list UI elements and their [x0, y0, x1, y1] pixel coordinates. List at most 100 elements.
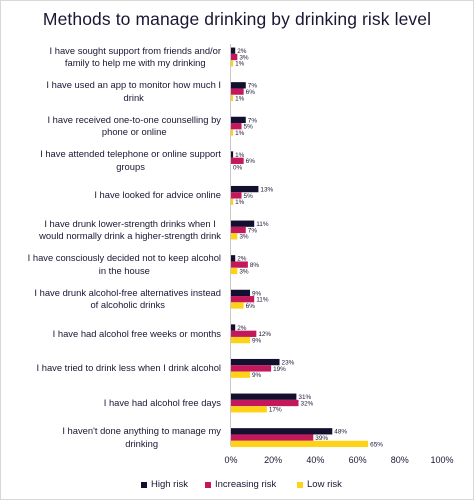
- category-label: I have tried to drink less when I drink …: [37, 362, 221, 375]
- data-label: 12%: [258, 331, 271, 338]
- bar-high-risk: [231, 185, 259, 193]
- legend-item: Low risk: [297, 479, 342, 490]
- bar-low-risk: [231, 198, 234, 205]
- bar-increasing-risk: [231, 434, 314, 441]
- bar-increasing-risk: [231, 53, 238, 61]
- category-label: I have received one-to-one counselling b…: [47, 114, 221, 139]
- data-label: 23%: [282, 359, 295, 366]
- data-label: 6%: [246, 158, 256, 165]
- category-label-line: of alcoholic drinks: [90, 299, 165, 311]
- chart-title: Methods to manage drinking by drinking r…: [42, 9, 432, 29]
- bar-low-risk: [231, 336, 250, 344]
- data-label: 39%: [315, 435, 328, 442]
- x-tick-label: 60%: [348, 455, 367, 465]
- bar-high-risk: [231, 47, 236, 54]
- category-label-line: phone or online: [101, 126, 167, 138]
- data-label: 3%: [239, 234, 249, 241]
- data-label: 17%: [269, 407, 282, 414]
- data-label: 9%: [252, 290, 262, 297]
- data-label: 3%: [239, 54, 249, 61]
- category-label-line: I have used an app to monitor how much I: [46, 79, 221, 91]
- bar-increasing-risk: [231, 296, 255, 303]
- bar-high-risk: [231, 428, 333, 435]
- category-label: I have had alcohol free days: [104, 397, 221, 410]
- category-label: I have looked for advice online: [94, 189, 221, 202]
- bar-low-risk: [231, 94, 234, 102]
- y-axis-line: [230, 44, 231, 446]
- bar-low-risk: [231, 406, 267, 413]
- category-label-line: groups: [116, 160, 145, 172]
- bar-low-risk: [231, 60, 234, 67]
- bar-low-risk: [231, 440, 369, 448]
- category-label-line: I have attended telephone or online supp…: [40, 148, 221, 160]
- category-label-line: drinking: [125, 437, 159, 449]
- x-tick-label: 80%: [390, 455, 409, 465]
- category-label-line: I have looked for advice online: [94, 189, 221, 201]
- bar-low-risk: [231, 233, 238, 240]
- data-label: 48%: [334, 429, 347, 436]
- category-label-line: I have consciously decided not to keep a…: [27, 252, 221, 264]
- bar-increasing-risk: [231, 157, 244, 164]
- category-label: I have drunk alcohol-free alternatives i…: [34, 287, 221, 312]
- data-label: 19%: [273, 366, 286, 373]
- bar-high-risk: [231, 151, 234, 158]
- data-label: 32%: [301, 400, 314, 407]
- category-label: I have used an app to monitor how much I…: [46, 79, 221, 104]
- category-label-line: I have had alcohol free weeks or months: [52, 327, 221, 339]
- bar-high-risk: [231, 324, 236, 331]
- category-label-line: I have received one-to-one counselling b…: [47, 113, 221, 125]
- bar-high-risk: [231, 289, 250, 297]
- category-label-line: I haven't done anything to manage my: [62, 425, 221, 437]
- data-label: 1%: [235, 199, 245, 206]
- data-label: 1%: [235, 130, 245, 137]
- legend-swatch: [141, 481, 147, 488]
- category-label: I have had alcohol free weeks or months: [53, 328, 221, 341]
- bar-increasing-risk: [231, 88, 244, 95]
- data-label: 2%: [237, 256, 247, 263]
- data-label: 11%: [256, 297, 269, 304]
- category-label-line: family to help me with my drinking: [64, 57, 206, 68]
- data-label: 5%: [244, 193, 254, 200]
- data-label: 7%: [248, 227, 258, 234]
- bar-high-risk: [231, 116, 246, 124]
- bar-increasing-risk: [231, 365, 272, 372]
- bar-increasing-risk: [231, 399, 299, 407]
- bar-high-risk: [231, 255, 236, 262]
- legend-swatch: [205, 481, 211, 488]
- data-label: 6%: [246, 89, 256, 96]
- bar-high-risk: [231, 358, 280, 366]
- data-label: 7%: [248, 83, 258, 90]
- data-label: 2%: [237, 48, 247, 55]
- legend-label: High risk: [151, 479, 188, 490]
- bar-increasing-risk: [231, 261, 248, 268]
- data-label: 65%: [370, 441, 383, 448]
- category-label-line: I have tried to drink less when I drink …: [36, 362, 221, 374]
- category-label: I have sought support from friends and/o…: [50, 45, 221, 70]
- data-label: 6%: [246, 303, 256, 310]
- data-label: 0%: [233, 164, 243, 171]
- category-label: I have drunk lower-strength drinks when …: [39, 218, 221, 243]
- bar-high-risk: [231, 220, 255, 227]
- data-label: 13%: [260, 186, 273, 193]
- data-label: 1%: [235, 95, 245, 102]
- category-label: I haven't done anything to manage my drin…: [62, 425, 221, 450]
- bar-low-risk: [231, 371, 250, 378]
- bar-low-risk: [231, 267, 238, 275]
- x-tick-label: 0%: [224, 455, 238, 465]
- bar-low-risk: [231, 302, 244, 309]
- bar-increasing-risk: [231, 123, 242, 130]
- data-label: 5%: [244, 124, 254, 131]
- category-label-line: would normally drink a higher-strength d…: [39, 230, 221, 241]
- x-tick-label: 100%: [430, 455, 454, 465]
- bar-high-risk: [231, 393, 297, 400]
- data-label: 9%: [252, 372, 262, 379]
- data-label: 9%: [252, 337, 262, 344]
- legend-item: High risk: [141, 479, 188, 490]
- data-label: 8%: [250, 262, 260, 269]
- category-label-line: in the house: [98, 264, 150, 276]
- data-label: 11%: [256, 221, 269, 228]
- bar-increasing-risk: [231, 226, 246, 234]
- legend-swatch: [297, 481, 303, 488]
- data-label: 7%: [248, 117, 258, 124]
